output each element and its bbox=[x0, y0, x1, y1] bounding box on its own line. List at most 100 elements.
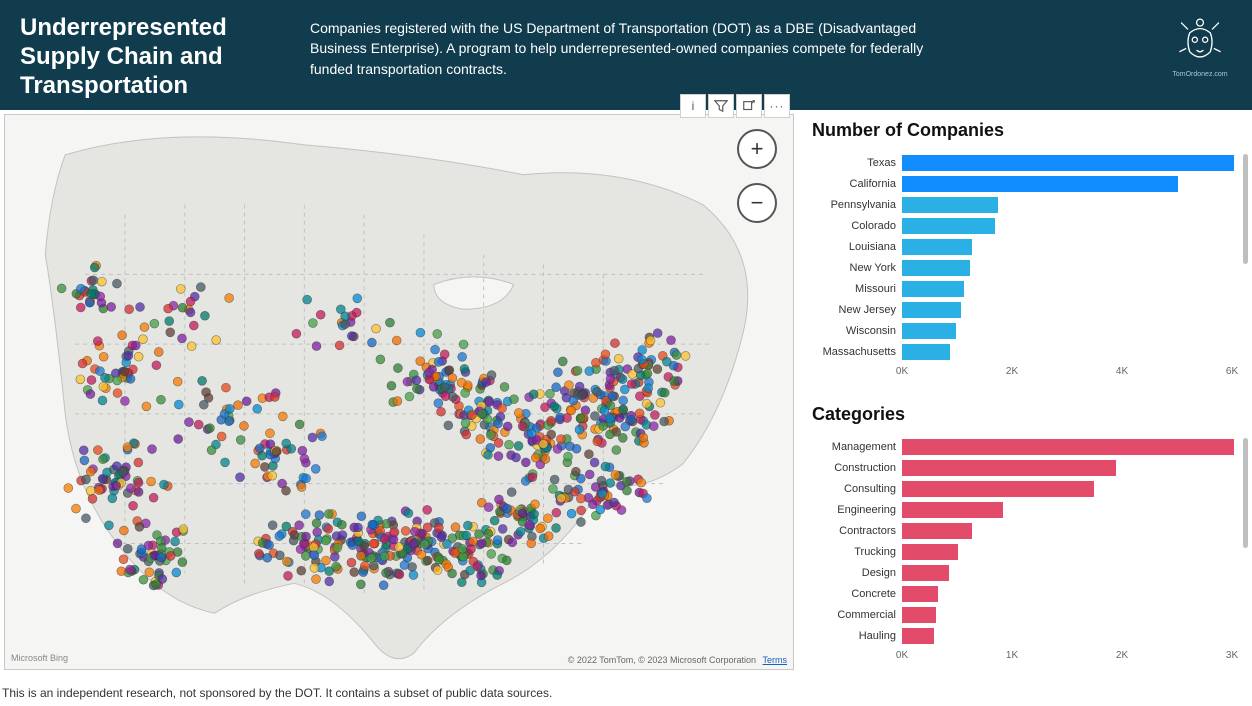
bar-row[interactable]: Massachusetts bbox=[812, 342, 1240, 362]
bar-track bbox=[902, 460, 1240, 476]
brand-logo: TomOrdonez.com bbox=[1168, 14, 1232, 78]
map-attribution: © 2022 TomTom, © 2023 Microsoft Corporat… bbox=[568, 655, 787, 665]
bar-track bbox=[902, 439, 1240, 455]
bar-row[interactable]: Consulting bbox=[812, 479, 1240, 499]
header: Underrepresented Supply Chain and Transp… bbox=[0, 0, 1252, 110]
bar-fill bbox=[902, 302, 961, 318]
bar-label: Engineering bbox=[812, 504, 902, 516]
bar-row[interactable]: New York bbox=[812, 258, 1240, 278]
focus-mode-button[interactable] bbox=[736, 94, 762, 118]
bar-row[interactable]: Design bbox=[812, 563, 1240, 583]
main-content: + − Microsoft Bing © 2022 TomTom, © 2023… bbox=[0, 110, 1252, 676]
bar-fill bbox=[902, 439, 1234, 455]
map-terms-link[interactable]: Terms bbox=[763, 655, 788, 665]
bar-label: Design bbox=[812, 567, 902, 579]
bar-label: Concrete bbox=[812, 588, 902, 600]
page-description: Companies registered with the US Departm… bbox=[310, 18, 950, 79]
axis-tick: 2K bbox=[1006, 366, 1018, 377]
bar-row[interactable]: California bbox=[812, 174, 1240, 194]
bar-row[interactable]: Management bbox=[812, 437, 1240, 457]
bar-track bbox=[902, 586, 1240, 602]
bar-label: Contractors bbox=[812, 525, 902, 537]
bar-row[interactable]: Concrete bbox=[812, 584, 1240, 604]
bar-fill bbox=[902, 260, 970, 276]
bar-track bbox=[902, 628, 1240, 644]
bar-row[interactable]: Trucking bbox=[812, 542, 1240, 562]
bar-row[interactable]: Pennsylvania bbox=[812, 195, 1240, 215]
bar-label: Commercial bbox=[812, 609, 902, 621]
bar-label: Wisconsin bbox=[812, 325, 902, 337]
charts-panel: Number of Companies Texas California Penns… bbox=[794, 110, 1252, 676]
companies-chart[interactable]: Number of Companies Texas California Penns… bbox=[812, 120, 1240, 382]
axis-tick: 0K bbox=[896, 650, 908, 661]
zoom-in-button[interactable]: + bbox=[737, 129, 777, 169]
bar-track bbox=[902, 197, 1240, 213]
bar-track bbox=[902, 176, 1240, 192]
bar-row[interactable]: Missouri bbox=[812, 279, 1240, 299]
bar-row[interactable]: Colorado bbox=[812, 216, 1240, 236]
visual-toolbar: i ··· bbox=[680, 94, 790, 118]
info-button[interactable]: i bbox=[680, 94, 706, 118]
bar-label: New Jersey bbox=[812, 304, 902, 316]
bar-fill bbox=[902, 460, 1116, 476]
bar-row[interactable]: Contractors bbox=[812, 521, 1240, 541]
map-zoom-controls: + − bbox=[737, 129, 777, 223]
bar-track bbox=[902, 544, 1240, 560]
bar-row[interactable]: Texas bbox=[812, 153, 1240, 173]
bar-label: Management bbox=[812, 441, 902, 453]
bar-fill bbox=[902, 197, 998, 213]
bar-label: Pennsylvania bbox=[812, 199, 902, 211]
bar-row[interactable]: Engineering bbox=[812, 500, 1240, 520]
bar-track bbox=[902, 481, 1240, 497]
axis-tick: 1K bbox=[1006, 650, 1018, 661]
bar-fill bbox=[902, 481, 1094, 497]
map-copyright: © 2022 TomTom, © 2023 Microsoft Corporat… bbox=[568, 655, 756, 665]
bar-row[interactable]: Hauling bbox=[812, 626, 1240, 646]
bar-fill bbox=[902, 628, 934, 644]
bar-fill bbox=[902, 502, 1003, 518]
map-provider-label: Microsoft Bing bbox=[11, 653, 68, 663]
bar-label: Texas bbox=[812, 157, 902, 169]
bar-label: Trucking bbox=[812, 546, 902, 558]
bar-row[interactable]: Wisconsin bbox=[812, 321, 1240, 341]
bar-fill bbox=[902, 544, 958, 560]
bar-fill bbox=[902, 323, 956, 339]
bar-fill bbox=[902, 281, 964, 297]
bar-row[interactable]: Louisiana bbox=[812, 237, 1240, 257]
bar-label: Construction bbox=[812, 462, 902, 474]
bar-label: Hauling bbox=[812, 630, 902, 642]
axis-tick: 2K bbox=[1116, 650, 1128, 661]
bar-fill bbox=[902, 586, 938, 602]
more-options-button[interactable]: ··· bbox=[764, 94, 790, 118]
filter-button[interactable] bbox=[708, 94, 734, 118]
bar-row[interactable]: Construction bbox=[812, 458, 1240, 478]
bar-track bbox=[902, 260, 1240, 276]
bar-track bbox=[902, 239, 1240, 255]
bar-row[interactable]: New Jersey bbox=[812, 300, 1240, 320]
footer-disclaimer: This is an independent research, not spo… bbox=[2, 686, 552, 700]
map-visual[interactable]: + − Microsoft Bing © 2022 TomTom, © 2023… bbox=[4, 114, 794, 670]
filter-icon bbox=[714, 99, 728, 113]
bar-label: Consulting bbox=[812, 483, 902, 495]
bar-label: California bbox=[812, 178, 902, 190]
bar-fill bbox=[902, 218, 995, 234]
companies-scrollbar[interactable] bbox=[1243, 154, 1248, 264]
axis-tick: 3K bbox=[1226, 650, 1238, 661]
axis-tick: 6K bbox=[1226, 366, 1238, 377]
bar-fill bbox=[902, 155, 1234, 171]
axis-tick: 4K bbox=[1116, 366, 1128, 377]
bar-fill bbox=[902, 344, 950, 360]
bar-label: Massachusetts bbox=[812, 346, 902, 358]
bar-fill bbox=[902, 239, 972, 255]
categories-chart[interactable]: Categories Management Construction Consult… bbox=[812, 404, 1240, 666]
bar-fill bbox=[902, 176, 1178, 192]
categories-scrollbar[interactable] bbox=[1243, 438, 1248, 548]
companies-chart-title: Number of Companies bbox=[812, 120, 1240, 141]
bar-fill bbox=[902, 565, 949, 581]
ellipsis-icon: ··· bbox=[770, 99, 785, 113]
zoom-out-button[interactable]: − bbox=[737, 183, 777, 223]
focus-icon bbox=[742, 99, 756, 113]
bar-track bbox=[902, 218, 1240, 234]
categories-chart-title: Categories bbox=[812, 404, 1240, 425]
bar-row[interactable]: Commercial bbox=[812, 605, 1240, 625]
